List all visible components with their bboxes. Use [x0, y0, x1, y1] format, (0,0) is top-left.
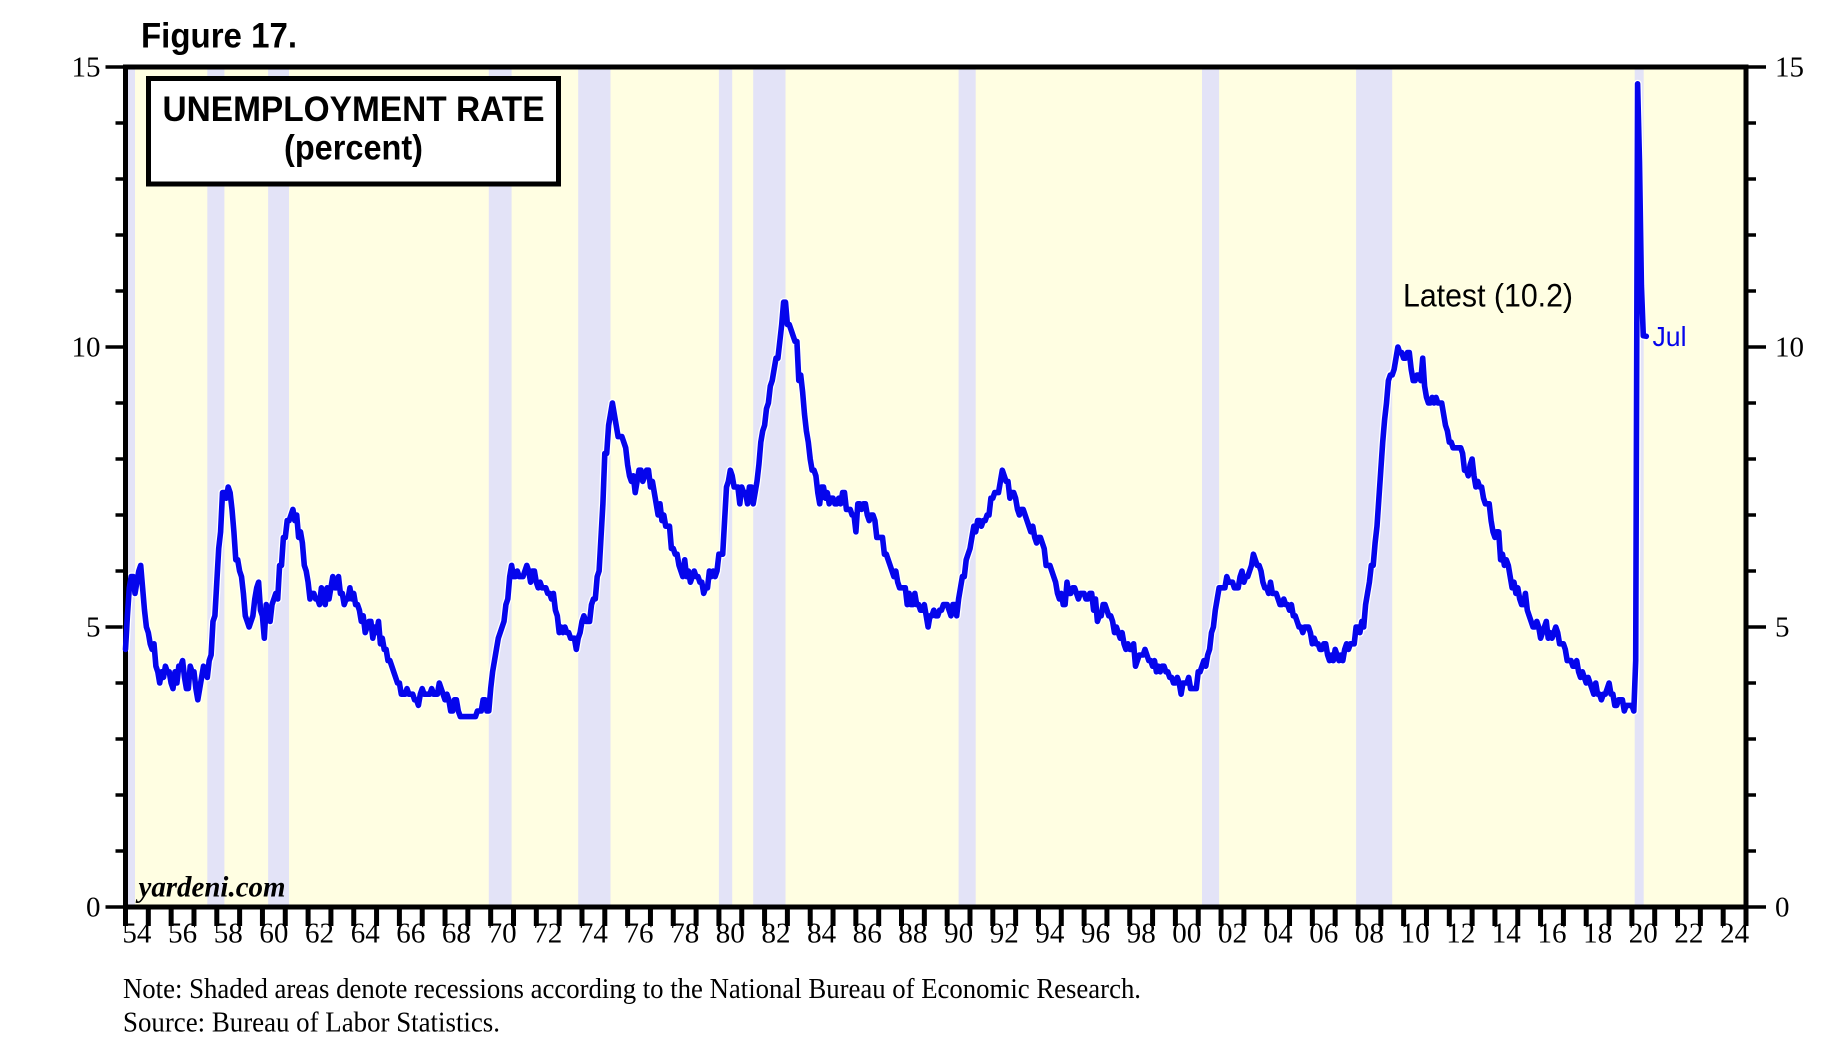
svg-text:Jul: Jul	[1653, 321, 1687, 352]
svg-text:22: 22	[1674, 918, 1703, 950]
svg-text:76: 76	[625, 918, 654, 950]
svg-text:06: 06	[1309, 918, 1338, 950]
svg-text:10: 10	[72, 332, 101, 364]
svg-text:UNEMPLOYMENT RATE: UNEMPLOYMENT RATE	[163, 89, 545, 129]
svg-text:08: 08	[1355, 918, 1384, 950]
svg-text:14: 14	[1492, 918, 1522, 950]
svg-text:5: 5	[86, 612, 101, 644]
svg-text:86: 86	[853, 918, 882, 950]
svg-text:54: 54	[122, 918, 152, 950]
svg-text:(percent): (percent)	[284, 128, 423, 168]
svg-text:10: 10	[1775, 332, 1804, 364]
svg-text:80: 80	[716, 918, 745, 950]
svg-text:92: 92	[990, 918, 1019, 950]
svg-text:66: 66	[396, 918, 425, 950]
svg-text:Note: Shaded areas denote rece: Note: Shaded areas denote recessions acc…	[123, 973, 1141, 1005]
svg-text:15: 15	[72, 52, 101, 84]
svg-text:02: 02	[1218, 918, 1247, 950]
svg-text:0: 0	[86, 892, 101, 924]
svg-text:24: 24	[1720, 918, 1750, 950]
svg-text:Latest (10.2): Latest (10.2)	[1403, 278, 1573, 314]
svg-text:62: 62	[305, 918, 334, 950]
svg-text:12: 12	[1446, 918, 1475, 950]
svg-text:98: 98	[1127, 918, 1156, 950]
svg-text:78: 78	[670, 918, 699, 950]
svg-text:70: 70	[488, 918, 517, 950]
svg-text:56: 56	[168, 918, 197, 950]
svg-text:68: 68	[442, 918, 471, 950]
svg-text:16: 16	[1538, 918, 1567, 950]
svg-text:5: 5	[1775, 612, 1790, 644]
svg-text:72: 72	[533, 918, 562, 950]
svg-text:84: 84	[807, 918, 837, 950]
svg-text:20: 20	[1629, 918, 1658, 950]
svg-text:58: 58	[214, 918, 243, 950]
svg-text:Figure 17.: Figure 17.	[141, 17, 297, 56]
svg-text:yardeni.com: yardeni.com	[136, 872, 286, 904]
svg-text:Source: Bureau of Labor Statis: Source: Bureau of Labor Statistics.	[123, 1007, 500, 1039]
svg-text:00: 00	[1172, 918, 1201, 950]
svg-text:96: 96	[1081, 918, 1110, 950]
svg-text:82: 82	[762, 918, 791, 950]
svg-text:04: 04	[1264, 918, 1294, 950]
svg-text:60: 60	[259, 918, 288, 950]
svg-text:90: 90	[944, 918, 973, 950]
svg-text:10: 10	[1401, 918, 1430, 950]
svg-text:15: 15	[1775, 52, 1804, 84]
svg-text:94: 94	[1035, 918, 1065, 950]
svg-text:64: 64	[351, 918, 381, 950]
svg-text:74: 74	[579, 918, 609, 950]
svg-text:88: 88	[898, 918, 927, 950]
svg-text:18: 18	[1583, 918, 1612, 950]
svg-text:0: 0	[1775, 892, 1790, 924]
